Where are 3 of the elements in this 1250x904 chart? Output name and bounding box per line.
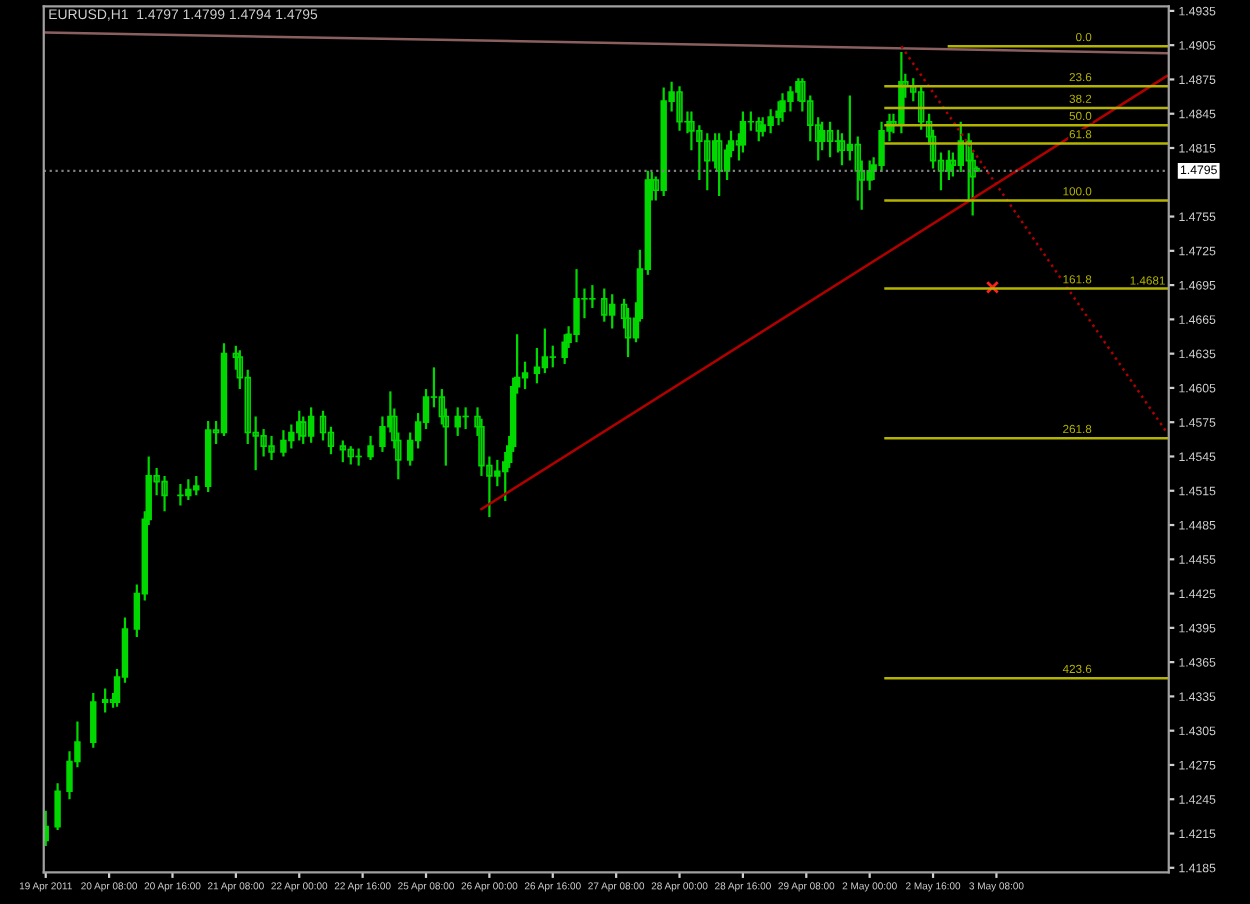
candlestick	[549, 344, 556, 369]
candlestick	[589, 283, 596, 310]
candlestick	[177, 482, 184, 507]
